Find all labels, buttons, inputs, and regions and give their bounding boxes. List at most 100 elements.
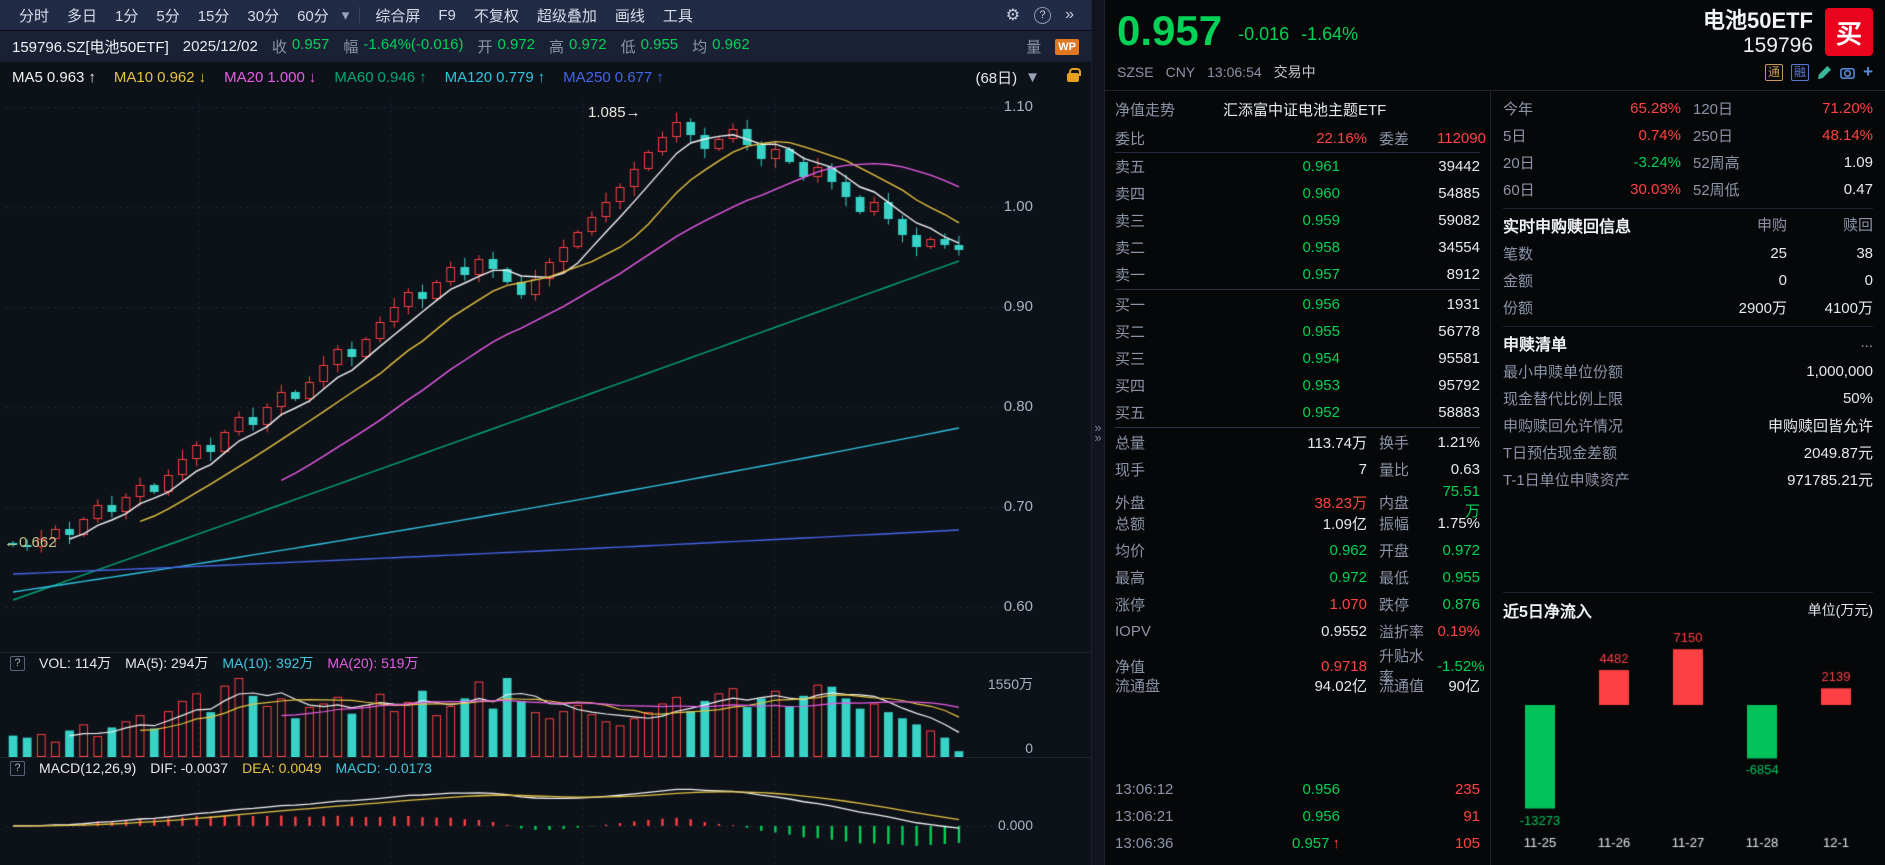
period-tab-multiday[interactable]: 多日 [67, 7, 98, 25]
subscription-row: 份额 2900万 4100万 [1503, 300, 1873, 317]
y-axis-tick: 1.00 [1003, 198, 1033, 215]
volume-chart[interactable]: 1550万 0 [0, 673, 1091, 757]
period-tab-timeshare[interactable]: 分时 [19, 7, 50, 25]
margin-badge[interactable]: 融 [1791, 63, 1810, 81]
time-sales-list: 13:06:12 0.956 235 13:06:21 0.956 91 13:06:3… [1115, 776, 1480, 857]
redemption-row: T-1日单位申赎资产 971785.21元 [1503, 472, 1873, 489]
stat-row: 现手 7 量比 0.63 [1115, 461, 1480, 479]
quote-panel: 0.957 -0.016 -1.64% 电池50ETF 159796 买 SZS… [1104, 0, 1885, 865]
open-field: 开 0.972 [477, 36, 536, 56]
macd-dif: DIF: -0.0037 [150, 760, 229, 776]
collapse-chevron-icon: » [1094, 429, 1102, 445]
y-axis-tick: 0.80 [1003, 398, 1033, 415]
perf-row: 今年 65.28% 120日 71.20% [1503, 100, 1873, 118]
top-toolbar: 分时 多日 1分 5分 15分 30分 60分 ▾ 综合屏 F9 不复权 超级叠… [0, 0, 1091, 31]
macd-zero-label: 0.000 [997, 817, 1033, 833]
menu-draw-line[interactable]: 画线 [614, 7, 645, 25]
weibi-row: 委比 22.16% 委差 112090 [1115, 124, 1486, 153]
redemption-row: 最小申赎单位份额 1,000,000 [1503, 363, 1873, 381]
ma250-value: MA250 0.677 ↑ [563, 68, 664, 86]
more-chevron-icon[interactable]: » [1065, 6, 1074, 23]
chevron-down-icon: ▼ [1025, 68, 1040, 86]
low-price-annotation: ←0.662 [4, 534, 57, 551]
quote-info-bar: 159796.SZ[电池50ETF] 2025/12/02 收 0.957 幅 -1… [0, 31, 1091, 62]
high-field: 高 0.972 [549, 36, 607, 56]
macd-chart[interactable]: 0.000 [0, 778, 1091, 865]
ask-row[interactable]: 卖四 0.960 54885 [1115, 185, 1480, 203]
ask-row[interactable]: 卖三 0.959 59082 [1115, 212, 1480, 230]
y-axis-tick: 0.90 [1003, 298, 1033, 315]
redemption-row: T日预估现金差额 2049.87元 [1503, 445, 1873, 462]
wp-badge[interactable]: WP [1055, 38, 1079, 55]
last-price: 0.957 [1117, 7, 1223, 54]
period-more-caret-icon[interactable]: ▾ [341, 7, 350, 24]
macd-help-icon[interactable]: ? [10, 760, 25, 776]
help-icon[interactable]: ? [1034, 6, 1052, 24]
inflow-bar-chart-canvas [1503, 625, 1873, 853]
close-field: 收 0.957 [271, 36, 330, 56]
ask-row[interactable]: 卖五 0.961 39442 [1115, 158, 1480, 176]
ask-row[interactable]: 卖二 0.958 34554 [1115, 239, 1480, 257]
bid-row[interactable]: 买一 0.956 1931 [1115, 296, 1480, 314]
bid-row[interactable]: 买四 0.953 95792 [1115, 377, 1480, 395]
fund-code: 159796 [1742, 34, 1813, 57]
redemption-section-header: 申赎清单 ... [1503, 326, 1873, 358]
macd-canvas[interactable] [0, 778, 1091, 865]
volume-canvas[interactable] [0, 673, 1091, 757]
period-tab-60min[interactable]: 60分 [297, 7, 329, 25]
menu-super-overlay[interactable]: 超级叠加 [536, 7, 597, 25]
more-dots[interactable]: ... [1860, 334, 1873, 351]
exchange-label: SZSE [1117, 64, 1154, 80]
buy-button[interactable]: 买 [1825, 8, 1873, 56]
stat-row: IOPV 0.9552 溢折率 0.19% [1115, 623, 1480, 641]
price-change-pct: -1.64% [1301, 24, 1359, 44]
volume-toggle[interactable]: 量 [1026, 39, 1042, 56]
bid-row[interactable]: 买二 0.955 56778 [1115, 323, 1480, 341]
pencil-icon[interactable] [1817, 65, 1832, 80]
candlestick-chart[interactable]: 1.10 1.00 0.90 0.80 0.70 0.60 1.085→ ←0.… [0, 92, 1091, 652]
panel-collapse-handle[interactable]: » » [1091, 0, 1104, 865]
add-icon[interactable]: + [1863, 62, 1873, 81]
ask-row[interactable]: 卖一 0.957 8912 [1115, 266, 1480, 284]
volume-axis-min: 0 [1025, 740, 1033, 756]
volume-ma20: MA(20): 519万 [327, 655, 419, 671]
stat-row: 均价 0.962 开盘 0.972 [1115, 542, 1480, 560]
stat-row: 总额 1.09亿 振幅 1.75% [1115, 515, 1480, 533]
period-tab-15min[interactable]: 15分 [197, 7, 230, 25]
candlestick-canvas[interactable] [0, 92, 1091, 652]
perf-row: 60日 30.03% 52周低 0.47 [1503, 181, 1873, 199]
menu-composite-screen[interactable]: 综合屏 [375, 7, 421, 25]
menu-tools[interactable]: 工具 [662, 7, 693, 25]
bid-row[interactable]: 买三 0.954 95581 [1115, 350, 1480, 368]
menu-f9[interactable]: F9 [438, 6, 456, 24]
subscription-row: 金额 0 0 [1503, 272, 1873, 290]
shanghai-connect-badge[interactable]: 通 [1765, 63, 1784, 81]
quote-subheader: SZSE CNY 13:06:54 交易中 通 融 + [1105, 58, 1885, 91]
period-tab-30min[interactable]: 30分 [247, 7, 280, 25]
collapse-chevron-icon: » [1094, 419, 1102, 435]
menu-no-adjust[interactable]: 不复权 [473, 7, 519, 25]
nav-row[interactable]: 净值走势 汇添富中证电池主题ETF [1115, 95, 1480, 124]
inflow-section: 近5日净流入 单位(万元) [1503, 592, 1873, 857]
camera-icon[interactable] [1840, 65, 1855, 80]
volume-help-icon[interactable]: ? [10, 655, 25, 671]
quote-header: 0.957 -0.016 -1.64% 电池50ETF 159796 买 [1105, 0, 1885, 58]
redemption-row: 现金替代比例上限 50% [1503, 390, 1873, 408]
bid-row[interactable]: 买五 0.952 58883 [1115, 404, 1480, 422]
ma120-value: MA120 0.779 ↑ [444, 68, 546, 86]
perf-row: 20日 -3.24% 52周高 1.09 [1503, 154, 1873, 172]
orderbook-panel: 净值走势 汇添富中证电池主题ETF 委比 22.16% 委差 112090 卖五… [1105, 91, 1490, 865]
fund-info-panel: 今年 65.28% 120日 71.20% 5日 0.74% 250日 48.14% 20日… [1490, 91, 1885, 865]
avg-field: 均 0.962 [692, 36, 750, 56]
gear-icon[interactable]: ⚙ [1005, 7, 1021, 24]
uptick-arrow-icon: ↑ [1332, 835, 1341, 852]
stat-row: 流通盘 94.02亿 流通值 90亿 [1115, 678, 1480, 695]
lock-icon[interactable] [1067, 67, 1081, 82]
period-tab-5min[interactable]: 5分 [156, 7, 180, 25]
y-axis-tick: 1.10 [1003, 98, 1033, 115]
range-selector[interactable]: (68日) ▼ [975, 67, 1044, 88]
ma-indicator-bar: MA5 0.963 ↑ MA10 0.962 ↓ MA20 1.000 ↓ MA60 0.94… [0, 62, 1091, 92]
period-tab-1min[interactable]: 1分 [115, 7, 139, 25]
macd-title: MACD(12,26,9) [39, 760, 137, 776]
ma60-value: MA60 0.946 ↑ [334, 68, 427, 86]
